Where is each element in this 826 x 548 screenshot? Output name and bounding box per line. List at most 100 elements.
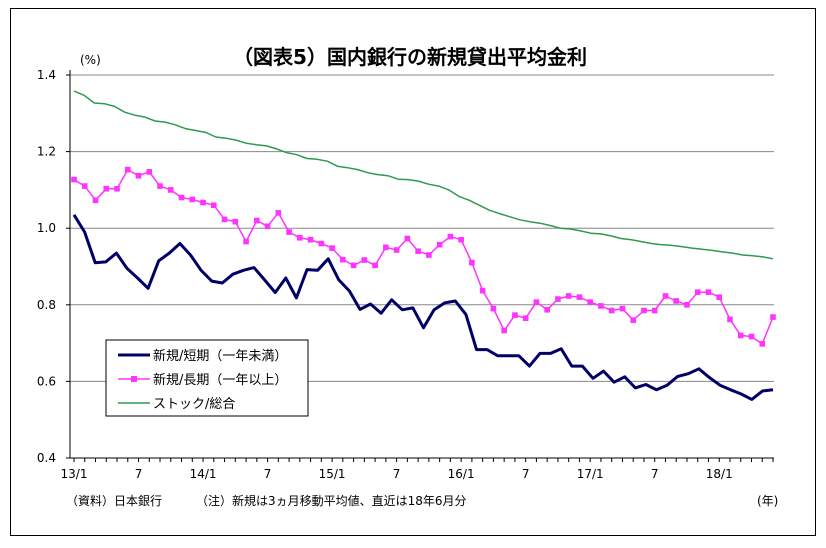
data-point <box>522 315 529 322</box>
data-point <box>264 223 271 230</box>
data-point <box>759 341 766 347</box>
data-point <box>157 183 163 189</box>
data-point <box>512 312 518 318</box>
data-point <box>770 314 776 320</box>
data-point <box>221 216 228 223</box>
y-tick-label: 0.8 <box>37 298 56 312</box>
legend: 新規/短期（一年未満） 新規/長期（一年以上） ストック/総合 <box>105 339 309 417</box>
data-point <box>178 194 185 201</box>
y-tick-label: 1.0 <box>37 221 56 235</box>
x-tick-label: 14/1 <box>190 467 217 481</box>
data-point <box>340 256 346 263</box>
data-point <box>393 247 400 253</box>
x-tick-label: 7 <box>264 467 272 481</box>
data-point <box>737 332 744 339</box>
series-1 <box>71 166 776 347</box>
data-point <box>576 294 583 300</box>
y-tick-label: 1.4 <box>37 68 56 82</box>
data-point <box>350 262 357 269</box>
data-point <box>372 262 378 269</box>
series-0 <box>72 214 774 401</box>
data-point <box>114 185 120 192</box>
data-point <box>469 259 475 266</box>
y-tick-label: 0.4 <box>37 451 56 465</box>
series-2 <box>73 90 774 260</box>
data-point <box>684 302 690 308</box>
data-point <box>275 210 282 216</box>
data-point <box>533 299 540 305</box>
data-point <box>415 248 421 254</box>
data-point <box>103 185 110 192</box>
legend-label: 新規/短期（一年未満） <box>153 348 287 364</box>
data-point <box>651 307 658 314</box>
y-axis-unit: (%) <box>80 53 101 67</box>
data-point <box>71 176 77 183</box>
data-point <box>124 166 131 173</box>
data-point <box>135 172 142 179</box>
x-tick-label: 7 <box>393 467 401 481</box>
x-tick-label: 7 <box>651 467 659 481</box>
data-point <box>211 202 217 209</box>
y-tick-label: 1.2 <box>37 145 56 159</box>
data-point <box>544 306 550 313</box>
data-point <box>673 298 680 304</box>
data-point <box>458 236 464 243</box>
footnote-note: （注）新規は3ヵ月移動平均値、直近は18年6月分 <box>196 493 467 508</box>
source-note: （資料）日本銀行 <box>66 494 162 508</box>
data-point <box>555 296 561 302</box>
data-point <box>92 197 99 204</box>
data-point <box>254 217 260 224</box>
data-point <box>232 218 239 225</box>
data-point <box>81 183 88 189</box>
data-point <box>490 305 497 312</box>
data-point <box>598 303 604 309</box>
gridlines <box>70 74 774 382</box>
chart-title: （図表5）国内銀行の新規貸出平均金利 <box>233 45 587 69</box>
x-tick-label: 7 <box>135 467 143 481</box>
axes: 0.4 0.6 0.8 1.0 1.2 1.4 13/1 7 14/1 7 15/1 7 16/1 7 17… <box>37 68 774 481</box>
data-point <box>297 234 303 241</box>
data-point <box>329 245 335 251</box>
data-point <box>727 316 733 323</box>
data-point <box>307 236 314 243</box>
data-point <box>447 233 454 240</box>
data-point <box>436 241 443 248</box>
series-lines <box>71 90 776 401</box>
data-point <box>200 199 206 206</box>
x-axis-unit: (年) <box>757 494 778 508</box>
data-point <box>361 257 368 263</box>
x-tick-label: 18/1 <box>706 467 733 481</box>
data-point <box>501 327 507 334</box>
data-point <box>608 307 615 314</box>
data-point <box>383 244 389 251</box>
data-point <box>630 317 636 323</box>
x-tick-label: 17/1 <box>577 467 604 481</box>
data-point <box>167 187 174 193</box>
x-tick-label: 16/1 <box>448 467 475 481</box>
data-point <box>479 287 486 294</box>
data-point <box>318 240 325 247</box>
legend-label: 新規/長期（一年以上） <box>153 372 287 388</box>
series-line <box>72 214 774 401</box>
data-point <box>748 333 755 340</box>
data-point <box>146 169 153 175</box>
legend-label: ストック/総合 <box>153 397 235 412</box>
chart-frame <box>10 8 816 536</box>
x-tick-label: 15/1 <box>319 467 346 481</box>
data-point <box>404 235 411 242</box>
x-tick-label: 7 <box>522 467 530 481</box>
data-point <box>243 238 249 245</box>
data-point <box>619 305 626 312</box>
x-tick-label: 13/1 <box>61 467 88 481</box>
data-point <box>189 196 196 203</box>
data-point <box>705 289 712 295</box>
data-point <box>694 289 701 295</box>
data-point <box>662 293 669 299</box>
legend-marker <box>131 376 137 382</box>
data-point <box>716 294 723 300</box>
series-line <box>73 90 774 260</box>
data-point <box>286 229 292 235</box>
data-point <box>426 252 432 258</box>
data-point <box>587 299 593 305</box>
